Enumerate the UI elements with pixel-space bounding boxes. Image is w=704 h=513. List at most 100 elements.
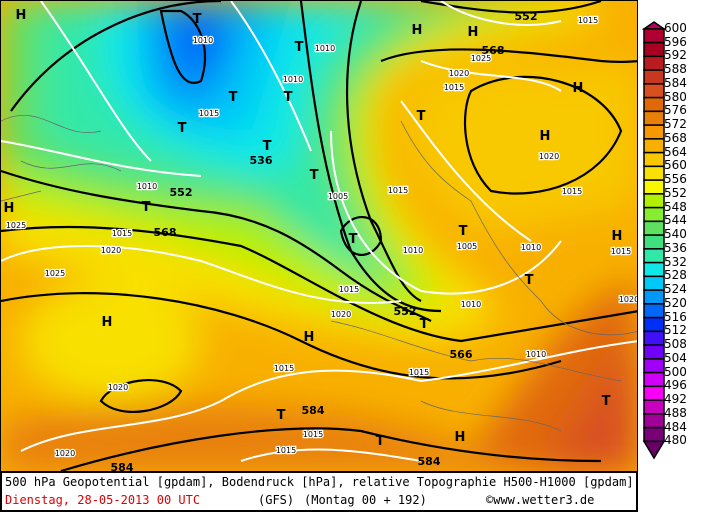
forecast-run: (Montag 00 + 192) [304,493,427,507]
legend-label: 492 [664,392,687,407]
contour-label: 1015 [303,430,323,439]
legend-label: 516 [664,309,687,324]
low-pressure-label: T [178,121,187,136]
contour-label: 1020 [108,383,128,392]
legend-swatch [643,358,665,374]
contour-label: 552 [394,305,417,318]
legend-label: 496 [664,378,687,393]
high-pressure-label: H [4,201,15,216]
legend-swatch [643,55,665,71]
legend-label: 528 [664,268,687,283]
contour-label: 1020 [619,295,638,304]
low-pressure-label: T [602,394,611,409]
legend-swatch [643,206,665,223]
low-pressure-label: T [376,434,385,449]
high-pressure-label: H [102,315,113,330]
legend-swatch [643,151,665,168]
legend-swatch [643,28,665,44]
contour-label: 1020 [101,246,121,255]
legend-label: 512 [664,323,687,338]
legend-swatch [643,275,665,291]
high-pressure-label: H [540,129,551,144]
low-pressure-label: T [284,90,293,105]
legend-swatch [643,69,665,85]
high-pressure-label: H [455,430,466,445]
legend-swatch [643,399,665,415]
legend-swatch [643,83,665,99]
contour-label: 1025 [6,221,26,230]
low-pressure-label: T [310,168,319,183]
contour-label: 1015 [578,16,598,25]
legend-swatch [643,261,665,278]
low-pressure-label: T [420,317,429,332]
contour-label: 584 [302,404,325,417]
legend-label: 572 [664,117,687,132]
legend-swatch [643,385,665,401]
high-pressure-label: H [612,229,623,244]
contour-label: 566 [450,348,473,361]
legend-swatch [642,440,666,460]
high-pressure-label: H [16,8,27,23]
low-pressure-label: T [459,224,468,239]
low-pressure-label: T [142,200,151,215]
copyright-link[interactable]: ©www.wetter3.de [486,493,595,507]
legend-color-bar [641,21,667,460]
contour-label: 1015 [339,285,359,294]
weather-map: H T 1010 T T T T 536 1015 T 1010 1010 H H 552 1015 568 10… [0,0,638,472]
contour-label: 1015 [444,83,464,92]
low-pressure-label: T [349,232,358,247]
legend-label: 484 [664,419,687,434]
contour-label: 584 [418,455,441,468]
contour-label: 1010 [315,44,335,53]
contour-label: 1020 [331,310,351,319]
legend-label: 564 [664,144,687,159]
contour-label: 1015 [388,186,408,195]
contour-label: 1025 [471,54,491,63]
contour-label: 552 [170,186,193,199]
high-pressure-label: H [573,81,584,96]
legend-label: 568 [664,130,687,145]
contour-label: 1010 [461,300,481,309]
contour-label: 536 [250,154,273,167]
contour-label: 1015 [409,368,429,377]
contour-label: 568 [482,44,505,57]
legend-swatch [643,234,665,250]
legend-swatch [643,344,665,360]
legend-label: 500 [664,364,687,379]
legend-label: 552 [664,185,687,200]
legend-swatch [643,165,665,181]
contour-label: 1020 [539,152,559,161]
contour-label: 1015 [611,247,631,256]
contour-label: 1020 [449,69,469,78]
high-pressure-label: H [468,25,479,40]
legend-swatch [643,371,665,388]
legend-label: 588 [664,62,687,77]
legend-label: 596 [664,34,687,49]
legend-label: 520 [664,295,687,310]
legend-swatch [643,110,665,126]
contour-label: 1005 [457,242,477,251]
legend-swatch [643,316,665,333]
low-pressure-label: T [277,408,286,423]
legend-label: 576 [664,103,687,118]
legend-swatch [643,179,665,195]
legend-swatch [643,426,665,443]
contour-label: 1020 [55,449,75,458]
legend-swatch [643,41,665,58]
legend-label: 480 [664,433,687,448]
contour-label: 1010 [283,75,303,84]
contour-label: 1015 [274,364,294,373]
legend-label: 508 [664,337,687,352]
legend-label: 544 [664,213,687,228]
legend-label: 532 [664,254,687,269]
legend-swatch [643,289,665,305]
contour-label: 1025 [45,269,65,278]
legend-label: 580 [664,89,687,104]
low-pressure-label: T [263,139,272,154]
legend-label: 584 [664,75,687,90]
contour-label: 1005 [328,192,348,201]
legend-swatch [643,330,665,346]
contour-label: 1015 [112,229,132,238]
legend-label: 536 [664,240,687,255]
